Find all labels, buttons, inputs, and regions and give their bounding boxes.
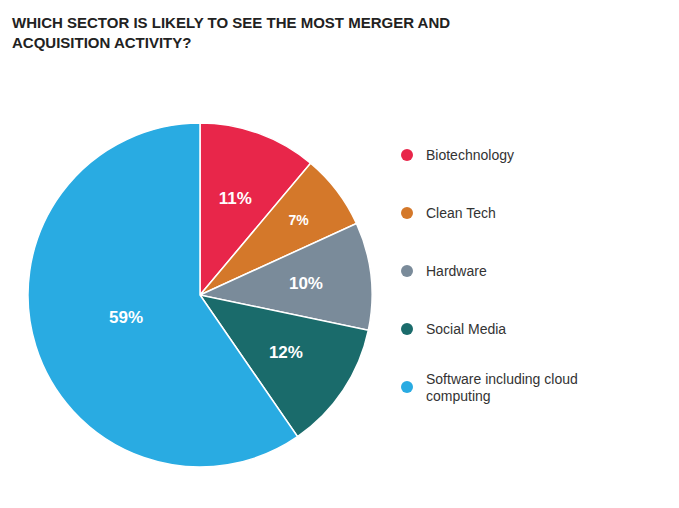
legend-label: Social Media	[426, 321, 506, 337]
data-label: 59%	[109, 308, 143, 327]
legend-label: Software including cloudcomputing	[426, 371, 578, 404]
legend-label-line: computing	[426, 388, 491, 404]
legend-label-line: Social Media	[426, 321, 506, 337]
title-line: WHICH SECTOR IS LIKELY TO SEE THE MOST M…	[12, 14, 450, 31]
chart: WHICH SECTOR IS LIKELY TO SEE THE MOST M…	[0, 0, 679, 508]
legend-swatch	[401, 149, 413, 161]
data-labels: 11% 7% 10% 12% 59%	[109, 189, 323, 362]
legend-swatch	[401, 265, 413, 277]
legend: Biotechnology Clean Tech Hardware Social Me…	[401, 147, 578, 404]
pie	[28, 123, 372, 467]
legend-swatch	[401, 207, 413, 219]
legend-label-line: Clean Tech	[426, 205, 496, 221]
slice	[28, 123, 298, 467]
title: WHICH SECTOR IS LIKELY TO SEE THE MOST M…	[12, 14, 450, 51]
legend-label-line: Hardware	[426, 263, 487, 279]
legend-label: Hardware	[426, 263, 487, 279]
legend-label-line: Biotechnology	[426, 147, 514, 163]
legend-label: Clean Tech	[426, 205, 496, 221]
data-label: 10%	[289, 274, 323, 293]
legend-swatch	[401, 381, 413, 393]
data-label: 12%	[269, 343, 303, 362]
title-line: ACQUISITION ACTIVITY?	[12, 34, 191, 51]
data-label: 11%	[219, 189, 252, 208]
legend-label: Biotechnology	[426, 147, 514, 163]
legend-swatch	[401, 323, 413, 335]
data-label: 7%	[288, 212, 309, 228]
legend-label-line: Software including cloud	[426, 371, 578, 387]
